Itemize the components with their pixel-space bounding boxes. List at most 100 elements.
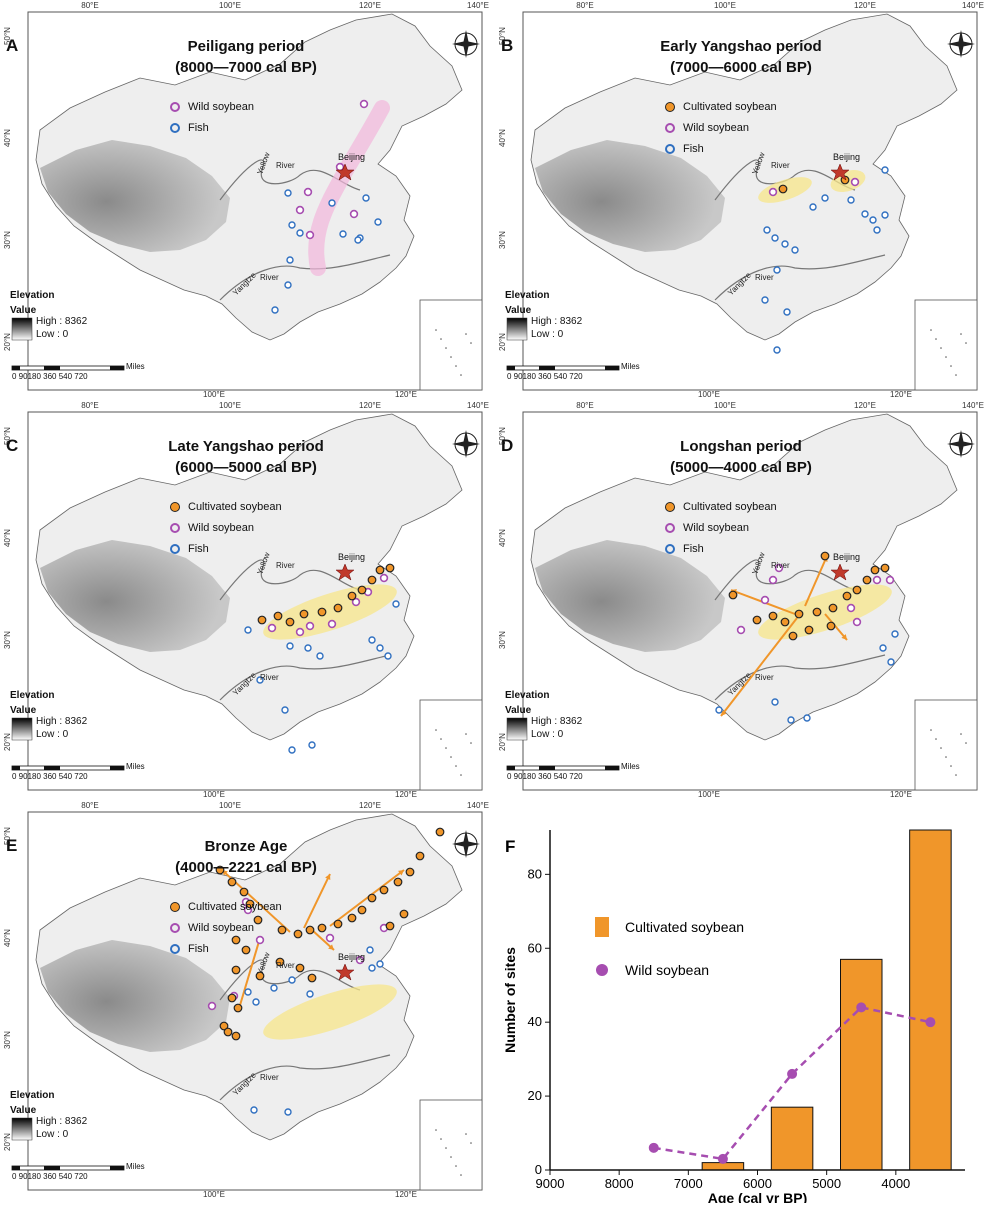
cultivated-soybean-marker [780, 617, 790, 627]
svg-text:100°E: 100°E [714, 401, 736, 410]
cultivated-soybean-marker [215, 865, 225, 875]
cultivated-soybean-marker [239, 887, 249, 897]
svg-text:40°N: 40°N [3, 529, 12, 547]
wild-soybean-marker [379, 573, 389, 583]
y-tick-label: 0 [535, 1162, 542, 1177]
wild-soybean-marker [736, 625, 746, 635]
svg-text:80°E: 80°E [576, 1, 593, 10]
beijing-label: Beijing [338, 552, 365, 562]
cultivated-soybean-marker [295, 963, 305, 973]
panel-title: Early Yangshao period (7000—6000 cal BP) [660, 38, 822, 76]
fish-site-marker [286, 642, 294, 650]
beijing-star-icon [335, 963, 355, 981]
map-panel-a: Beijing Yellow River Yangtze River 80°E 100°E 1… [0, 0, 492, 398]
y-tick-label: 40 [528, 1014, 542, 1029]
fish-site-marker [803, 714, 811, 722]
fish-site-marker [376, 960, 384, 968]
cultivated-soybean-marker [227, 877, 237, 887]
legend-marker-icon [665, 522, 675, 533]
svg-text:River: River [755, 273, 774, 282]
fish-site-marker [286, 256, 294, 264]
y-tick-label: 60 [528, 940, 542, 955]
fish-site-marker [368, 636, 376, 644]
svg-text:River: River [260, 673, 279, 682]
svg-text:River: River [755, 673, 774, 682]
svg-text:140°E: 140°E [467, 801, 489, 810]
legend-marker-icon [170, 501, 180, 512]
legend-marker-icon [170, 943, 180, 954]
cultivated-soybean-marker [804, 625, 814, 635]
fish-site-marker [304, 644, 312, 652]
svg-text:River: River [276, 561, 295, 570]
x-axis-label: Age (cal yr BP) [708, 1190, 808, 1203]
svg-text:River: River [771, 561, 790, 570]
compass-icon [947, 430, 975, 458]
svg-text:River: River [260, 1073, 279, 1082]
bar-cultivated-soybean [909, 829, 952, 1171]
svg-text:140°E: 140°E [962, 1, 984, 10]
compass-icon [452, 830, 480, 858]
scale-bar-label: 0 90180 360 540 720 [507, 372, 583, 381]
svg-text:40°N: 40°N [498, 129, 507, 147]
fish-site-marker [284, 189, 292, 197]
cultivated-soybean-marker [223, 1027, 233, 1037]
cultivated-soybean-marker [333, 919, 343, 929]
cultivated-soybean-marker [880, 563, 890, 573]
wild-soybean-marker [267, 623, 277, 633]
fish-site-marker [270, 984, 278, 992]
svg-text:40°N: 40°N [3, 129, 12, 147]
wild-soybean-marker [852, 617, 862, 627]
elevation-legend: Elevation Value High : 8362 Low : 0 [10, 1090, 88, 1140]
cultivated-soybean-marker [253, 915, 263, 925]
fish-site-marker [316, 652, 324, 660]
cultivated-soybean-marker [375, 565, 385, 575]
fish-site-marker [761, 296, 769, 304]
svg-text:50°N: 50°N [3, 427, 12, 445]
svg-text:30°N: 30°N [498, 631, 507, 649]
svg-text:120°E: 120°E [854, 401, 876, 410]
cultivated-soybean-marker [768, 611, 778, 621]
svg-text:100°E: 100°E [698, 790, 720, 798]
fish-site-marker [288, 221, 296, 229]
svg-text:40°N: 40°N [498, 529, 507, 547]
scale-units: Miles [126, 362, 145, 371]
wild-soybean-marker [305, 230, 315, 240]
cultivated-soybean-marker [245, 899, 255, 909]
fish-site-marker [771, 234, 779, 242]
legend-marker-icon [170, 922, 180, 933]
x-tick-label: 4000 [881, 1176, 910, 1191]
wild-soybean-marker [303, 187, 313, 197]
cultivated-soybean-marker [828, 603, 838, 613]
wild-soybean-marker [872, 575, 882, 585]
fish-site-marker [861, 210, 869, 218]
svg-text:40°N: 40°N [3, 929, 12, 947]
point-wild-soybean [856, 1002, 867, 1013]
cultivated-soybean-marker [870, 565, 880, 575]
wild-soybean-marker [768, 187, 778, 197]
point-wild-soybean [787, 1068, 798, 1079]
panel-letter: B [501, 36, 514, 55]
scale-bar-label: 0 90180 360 540 720 [12, 772, 88, 781]
inset-map [914, 299, 978, 391]
cultivated-soybean-marker [305, 925, 315, 935]
svg-text:50°N: 50°N [3, 827, 12, 845]
beijing-star-icon [830, 163, 850, 181]
fish-site-marker [787, 716, 795, 724]
svg-text:120°E: 120°E [854, 1, 876, 10]
fish-site-marker [771, 698, 779, 706]
svg-text:140°E: 140°E [467, 401, 489, 410]
legend-label: Wild soybean [625, 962, 709, 978]
x-tick-label: 7000 [674, 1176, 703, 1191]
legend-label: Cultivated soybean [625, 919, 744, 935]
scale-units: Miles [621, 362, 640, 371]
scale-bar-label: 0 90180 360 540 720 [507, 772, 583, 781]
map-panel-b: Beijing Yellow River Yangtze River 80°E 100°E 1… [495, 0, 987, 398]
svg-text:20°N: 20°N [3, 733, 12, 751]
fish-site-marker [308, 741, 316, 749]
cultivated-soybean-marker [385, 563, 395, 573]
cultivated-soybean-marker [399, 909, 409, 919]
svg-text:30°N: 30°N [3, 231, 12, 249]
svg-text:20°N: 20°N [3, 1133, 12, 1151]
cultivated-soybean-marker [393, 877, 403, 887]
fish-site-marker [366, 946, 374, 954]
